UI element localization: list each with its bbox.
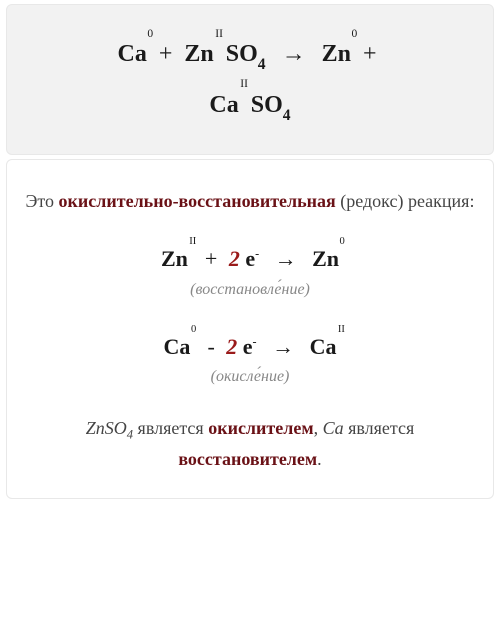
rhs-species: CaII [310, 327, 337, 367]
half-reaction-reduction: ZnII + 2 e- → Zn0 [25, 239, 475, 279]
oxidation-state: II [189, 232, 196, 251]
symbol: Zn [161, 246, 188, 271]
symbol: Ca [164, 334, 191, 359]
main-equation: Ca0 + ZnII SO4 → Zn0 + CaII SO4 [25, 29, 475, 130]
coefficient: 2 [229, 246, 240, 271]
oxidation-state: 0 [191, 320, 196, 339]
product-so4: SO4 [251, 80, 291, 131]
oxidation-state: II [338, 320, 345, 339]
symbol: Zn [312, 246, 339, 271]
symbol: Zn [184, 41, 213, 67]
reducer-term: восстановителем [178, 449, 317, 469]
reaction-arrow: → [282, 41, 306, 67]
oxidation-label: (окисле́ние) [25, 368, 475, 386]
oxidizer-formula: ZnSO4 [86, 418, 133, 438]
product-zn: Zn0 [322, 29, 351, 79]
redox-term: окислительно-восстановительная [59, 191, 336, 211]
reducer-formula: Ca [323, 418, 344, 438]
oxidation-state: 0 [340, 232, 345, 251]
operator: - [207, 334, 214, 359]
subscript: 4 [283, 107, 291, 124]
oxidation-state: 0 [147, 22, 153, 46]
electron: e- [245, 246, 259, 271]
electron: e- [243, 334, 257, 359]
tail: SO [251, 92, 283, 118]
equation-card: Ca0 + ZnII SO4 → Zn0 + CaII SO4 [6, 4, 494, 155]
product-ca: CaII [209, 80, 238, 130]
explanation-card: Это окислительно-восстановительная (редо… [6, 159, 494, 499]
oxidizer-term: окислителем [208, 418, 313, 438]
tail: SO [226, 41, 258, 67]
symbol: Zn [322, 41, 351, 67]
oxidation-state: II [240, 72, 248, 96]
lhs-species: ZnII [161, 239, 188, 279]
reactant-zn: ZnII [184, 29, 213, 79]
operator: + [205, 246, 217, 271]
rhs-species: Zn0 [312, 239, 339, 279]
reduction-label: (восстановле́ние) [25, 281, 475, 299]
summary-part2: является [344, 418, 415, 438]
electron-charge: - [253, 334, 257, 348]
subscript: 4 [258, 56, 266, 73]
symbol: Ca [209, 92, 238, 118]
intro-suffix: (редокс) реакция: [336, 191, 475, 211]
summary-mid: , [314, 418, 323, 438]
symbol: Ca [310, 334, 337, 359]
summary-end: . [317, 449, 322, 469]
reactant-ca: Ca0 [118, 29, 147, 79]
arrow: → [275, 246, 297, 271]
electron-charge: - [255, 247, 259, 261]
lhs-species: Ca0 [164, 327, 191, 367]
plus-sign: + [363, 41, 377, 67]
symbol: Ca [118, 41, 147, 67]
oxidation-state: II [215, 22, 223, 46]
summary-text: ZnSO4 является окислителем, Ca является … [25, 414, 475, 474]
intro-prefix: Это [26, 191, 59, 211]
arrow: → [272, 334, 294, 359]
summary-part1: является [133, 418, 208, 438]
half-reaction-oxidation: Ca0 - 2 e- → CaII [25, 327, 475, 367]
intro-text: Это окислительно-восстановительная (редо… [25, 188, 475, 215]
oxidation-state: 0 [352, 22, 358, 46]
plus-sign: + [159, 41, 173, 67]
coefficient: 2 [226, 334, 237, 359]
